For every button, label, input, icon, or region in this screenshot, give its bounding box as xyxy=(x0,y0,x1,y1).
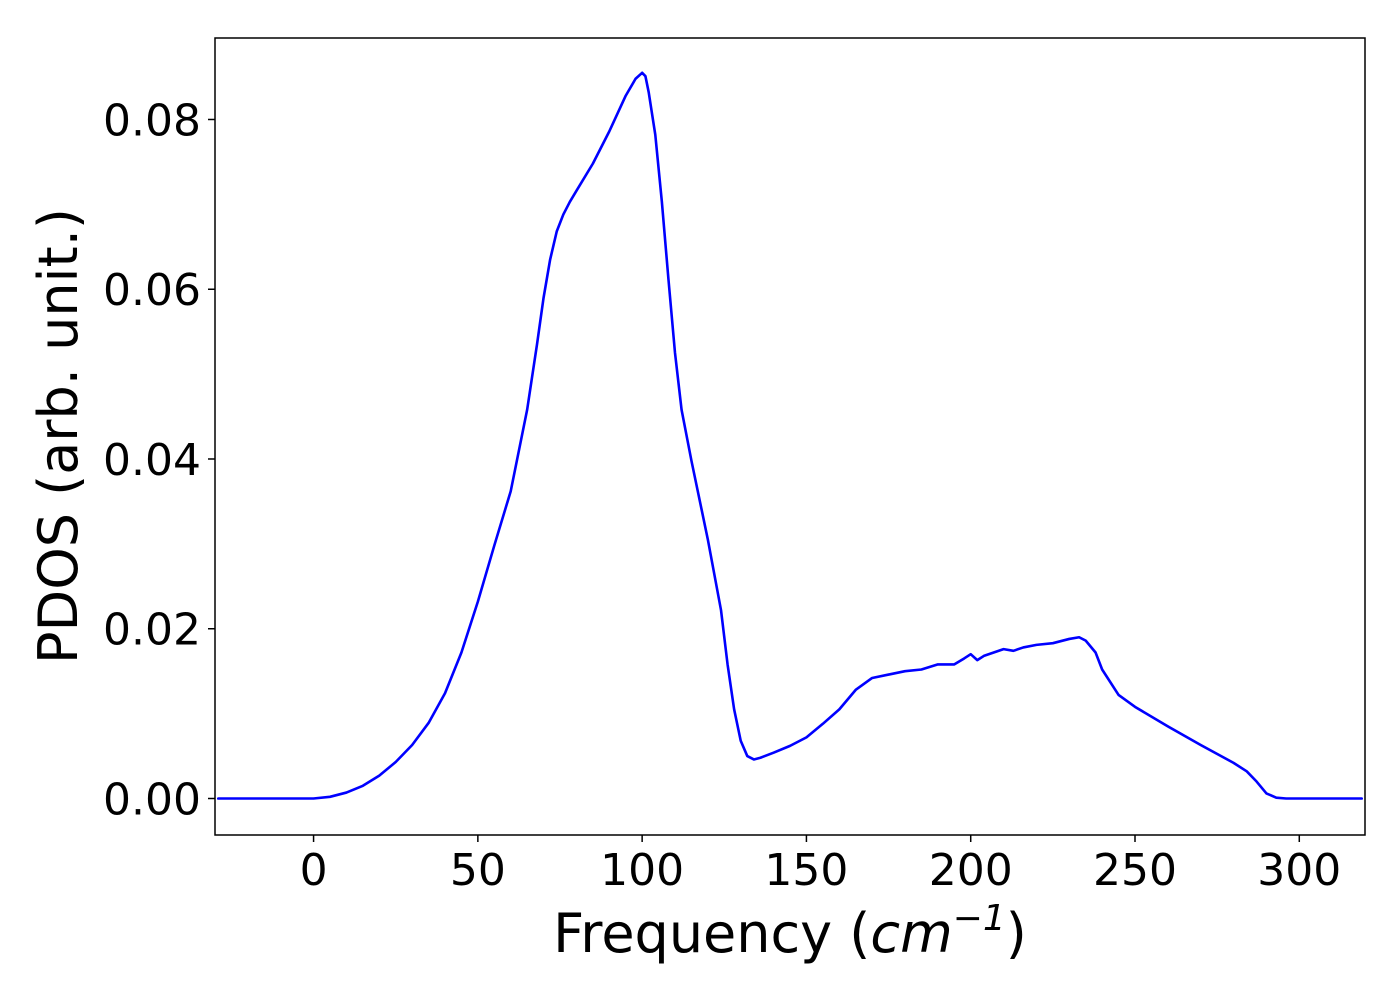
y-axis-ticks: 0.00 0.02 0.04 0.06 0.08 xyxy=(103,95,215,826)
x-axis-title-unit-exponent: −1 xyxy=(953,898,1006,939)
x-tick-label: 250 xyxy=(1093,845,1177,896)
x-tick-label: 200 xyxy=(929,845,1013,896)
plot-area-frame xyxy=(214,37,1366,836)
y-tick-label: 0.04 xyxy=(103,435,201,486)
x-tick-label: 100 xyxy=(600,845,684,896)
x-axis-title-unit: cm xyxy=(870,902,952,965)
y-tick-label: 0.02 xyxy=(103,605,201,656)
y-tick-label: 0.06 xyxy=(103,265,201,316)
x-axis-title-suffix: ) xyxy=(1006,902,1027,965)
x-tick-label: 150 xyxy=(764,845,848,896)
x-tick-label: 50 xyxy=(450,845,506,896)
y-tick-label: 0.08 xyxy=(103,95,201,146)
x-tick-label: 0 xyxy=(300,845,328,896)
x-tick-label: 300 xyxy=(1257,845,1341,896)
pdos-series-line xyxy=(216,71,1364,800)
x-axis-ticks: 0 50 100 150 200 250 300 xyxy=(300,835,1341,896)
x-axis-title: Frequency (cm−1) xyxy=(553,898,1027,965)
y-axis-title: PDOS (arb. unit.) xyxy=(27,208,90,664)
y-tick-label: 0.00 xyxy=(103,775,201,826)
x-axis-title-prefix: Frequency ( xyxy=(553,902,870,965)
